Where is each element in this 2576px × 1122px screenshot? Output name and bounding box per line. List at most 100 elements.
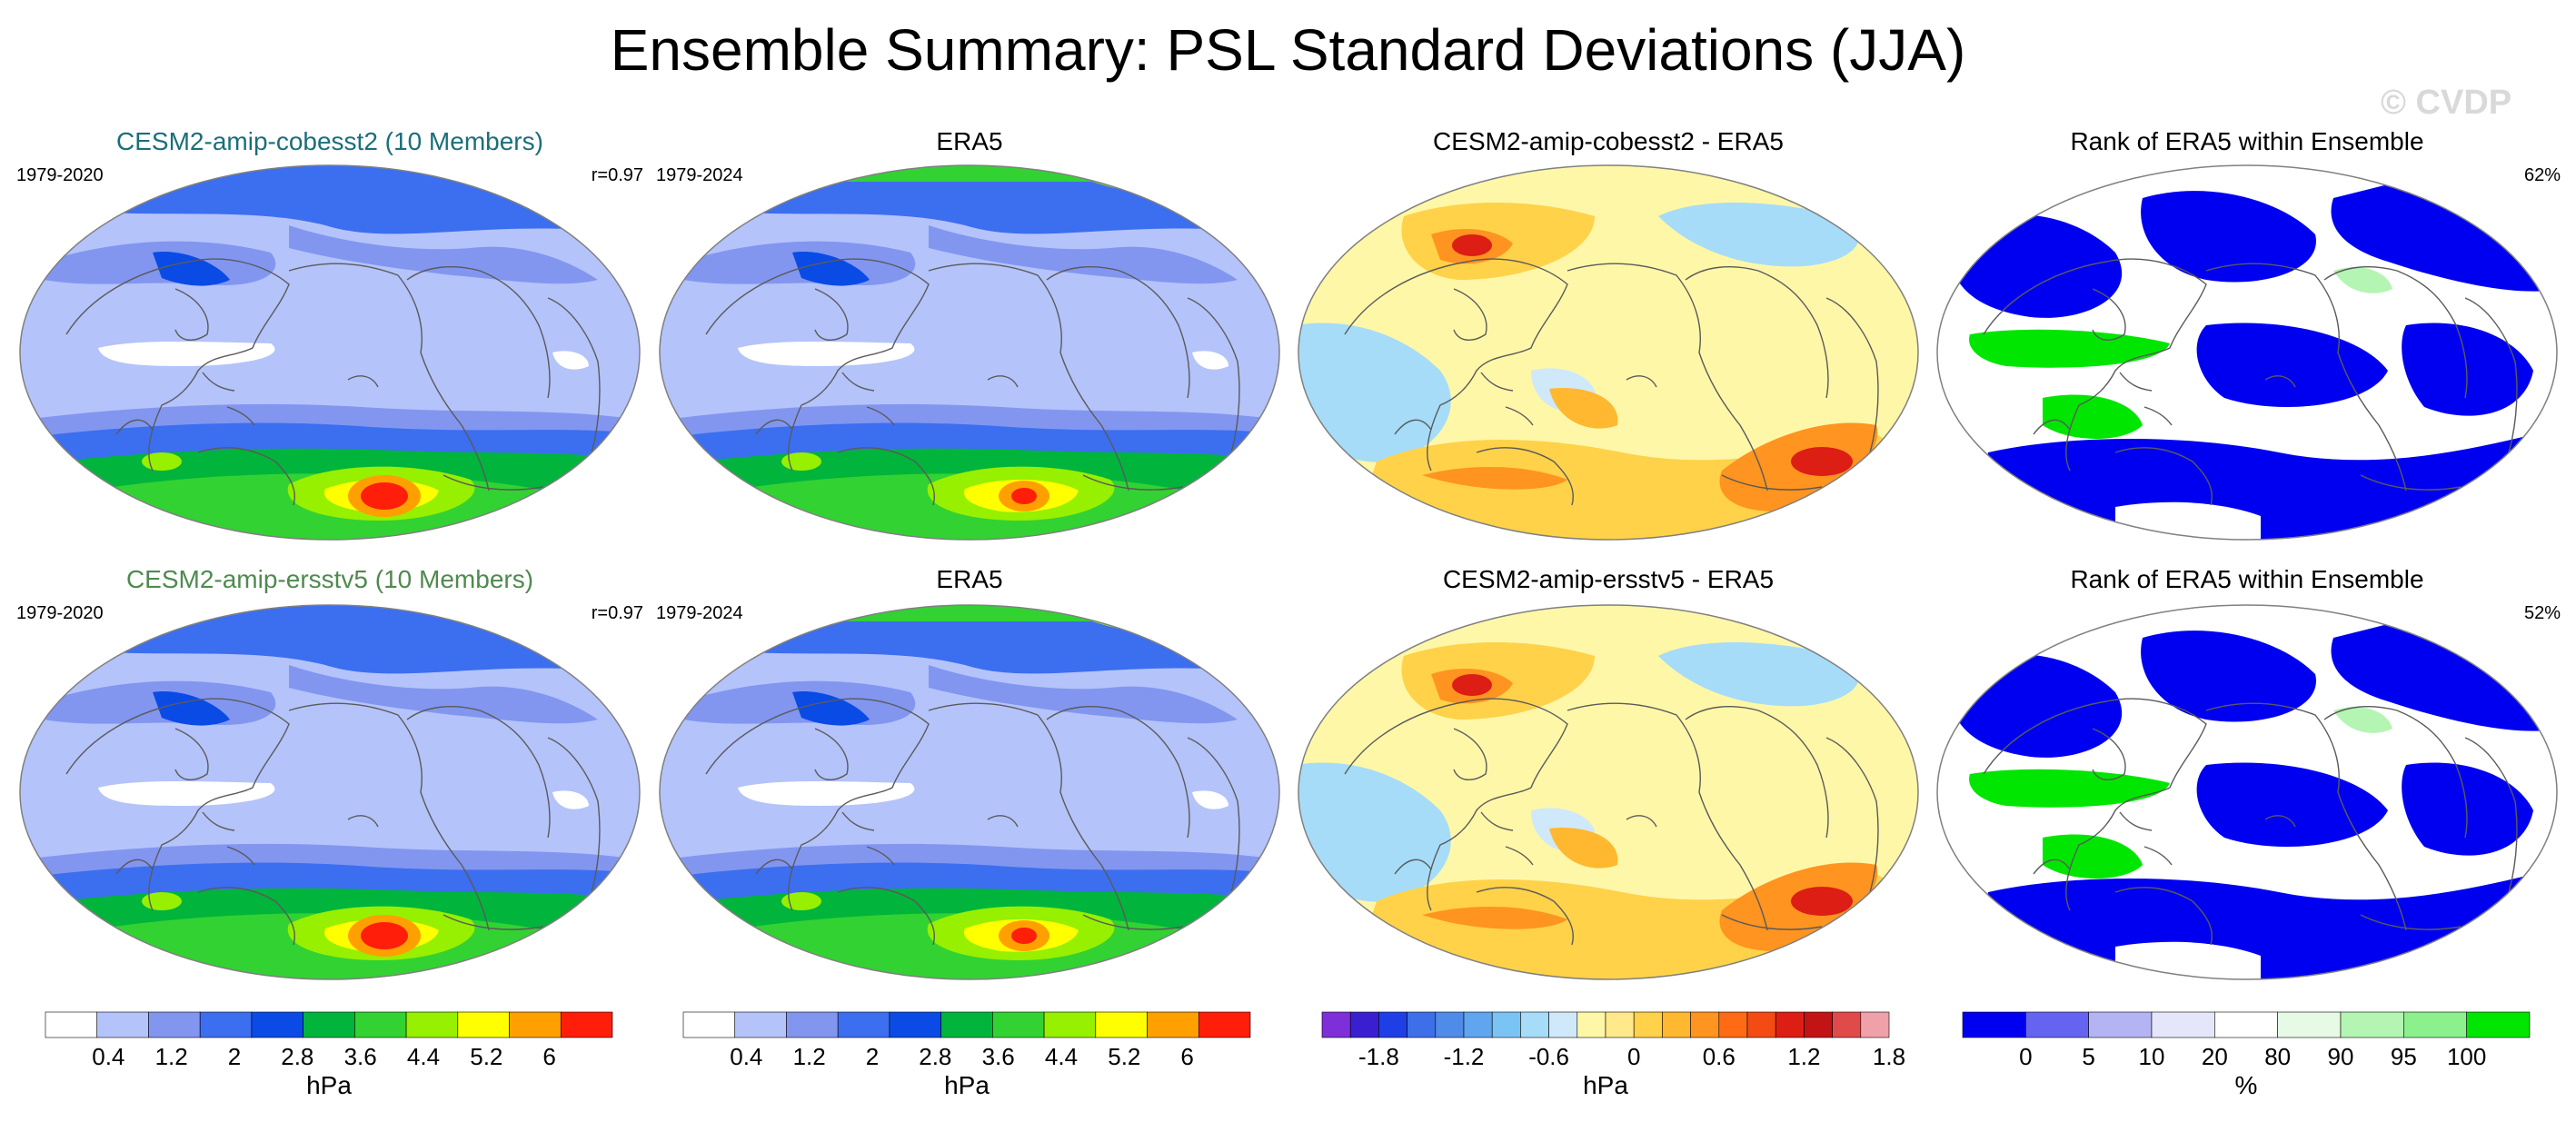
colorbar-swatch [734, 1011, 787, 1038]
panel-title: CESM2-amip-cobesst2 - ERA5 [1433, 127, 1784, 155]
colorbar-unit-label: hPa [1583, 1071, 1628, 1099]
colorbar-tick-label: -1.2 [1444, 1043, 1485, 1070]
colorbar-swatch [1378, 1011, 1407, 1038]
colorbar-tick-label: 2 [228, 1043, 241, 1070]
colorbar-swatch [992, 1011, 1045, 1038]
panel-title: CESM2-amip-cobesst2 (10 Members) [116, 127, 543, 155]
map-std [19, 604, 641, 980]
colorbar-tick-label: 6 [1180, 1043, 1193, 1070]
colorbar-swatch [2466, 1011, 2531, 1038]
colorbar-swatch [1147, 1011, 1199, 1038]
colorbar-swatch [1804, 1011, 1833, 1038]
colorbar-tick-label: 1.2 [1787, 1043, 1820, 1070]
colorbar-swatch [1860, 1011, 1890, 1038]
colorbar-tick-label: 0 [1627, 1043, 1640, 1070]
colorbar-tick-label: 0.4 [730, 1043, 762, 1070]
colorbar-swatch [148, 1011, 201, 1038]
colorbar-swatch [1435, 1011, 1465, 1038]
panel-stat-label: 62% [2523, 165, 2561, 185]
colorbar-tick-label: 100 [2447, 1043, 2486, 1070]
panel-title: CESM2-amip-ersstv5 (10 Members) [125, 565, 534, 593]
colorbar-tick-label: 80 [2264, 1043, 2291, 1070]
colorbar-swatch [1662, 1011, 1691, 1038]
colorbar-swatch [2088, 1011, 2153, 1038]
map-panel-std [16, 162, 643, 543]
colorbar-swatch [2025, 1011, 2089, 1038]
panel-period-label: 1979-2024 [656, 603, 743, 623]
colorbar-swatch [354, 1011, 407, 1038]
colorbar-tick-label: 10 [2139, 1043, 2165, 1070]
colorbar-tick-label: 4.4 [407, 1043, 440, 1070]
map-std [659, 164, 1280, 541]
map-panel-rank [1934, 162, 2561, 543]
colorbar-swatch [1576, 1011, 1606, 1038]
colorbar-swatch [1321, 1011, 1351, 1038]
colorbar-tick-label: 6 [542, 1043, 555, 1070]
map-panel-rank [1934, 601, 2561, 983]
map-diff [1298, 164, 1919, 541]
panel-period-label: 1979-2024 [656, 165, 743, 185]
panel-stat-label: 52% [2523, 603, 2561, 623]
map-std [659, 604, 1280, 980]
colorbar-swatch [940, 1011, 993, 1038]
colorbar-tick-label: 3.6 [982, 1043, 1015, 1070]
panel-stat-label: r=0.97 [591, 603, 643, 623]
colorbar-swatch [1746, 1011, 1776, 1038]
colorbar-swatch [837, 1011, 890, 1038]
colorbar-swatch [1043, 1011, 1097, 1038]
colorbar-tick-label: 90 [2328, 1043, 2354, 1070]
colorbar-tick-label: 5 [2082, 1043, 2094, 1070]
colorbar-swatch [2277, 1011, 2342, 1038]
colorbar-swatch [1349, 1011, 1379, 1038]
colorbar-swatch [560, 1011, 613, 1038]
map-panel-std [656, 601, 1283, 983]
colorbar-tick-label: 20 [2202, 1043, 2228, 1070]
colorbar-swatch [1832, 1011, 1862, 1038]
colorbar-swatch [303, 1011, 355, 1038]
colorbar-tick-label: 1.2 [793, 1043, 826, 1070]
colorbar-tick-label: -1.8 [1358, 1043, 1399, 1070]
panel-title: CESM2-amip-ersstv5 - ERA5 [1442, 565, 1775, 593]
colorbar-std1: 0.4 1.2 2 2.8 3.6 4.4 5.2 6 hPa [45, 1011, 613, 1112]
colorbar-swatch [509, 1011, 562, 1038]
colorbar-tick-label: 1.2 [155, 1043, 188, 1070]
panel-title: ERA5 [936, 565, 1003, 593]
colorbar-swatch [405, 1011, 459, 1038]
colorbar-swatch [45, 1011, 98, 1038]
colorbar-unit-label: hPa [944, 1071, 990, 1099]
colorbar-tick-label: 1.8 [1873, 1043, 1905, 1070]
colorbar-tick-label: 2 [866, 1043, 879, 1070]
panel-period-label: 1979-2020 [16, 603, 104, 623]
colorbar-tick-label: 2.8 [919, 1043, 951, 1070]
panel-title: ERA5 [936, 127, 1003, 155]
colorbar-tick-label: 0.6 [1703, 1043, 1736, 1070]
colorbar-tick-label: 3.6 [344, 1043, 377, 1070]
colorbar-swatch [1718, 1011, 1748, 1038]
map-panel-std [656, 162, 1283, 543]
colorbar-swatch [1407, 1011, 1437, 1038]
colorbar-swatch [1690, 1011, 1720, 1038]
colorbar-unit-label: hPa [306, 1071, 352, 1099]
map-panel-diff [1295, 601, 1922, 983]
colorbar-swatch [1095, 1011, 1148, 1038]
colorbar-tick-label: 5.2 [470, 1043, 502, 1070]
colorbar-swatch [1520, 1011, 1549, 1038]
colorbar-tick-label: 4.4 [1045, 1043, 1078, 1070]
colorbar-swatch [682, 1011, 736, 1038]
map-panel-std [16, 601, 643, 983]
map-rank [1936, 164, 2558, 541]
colorbar-std2: 0.4 1.2 2 2.8 3.6 4.4 5.2 6 hPa [682, 1011, 1251, 1112]
page-title: Ensemble Summary: PSL Standard Deviation… [610, 17, 1966, 83]
colorbar-swatch [2340, 1011, 2404, 1038]
colorbar-tick-label: -0.6 [1528, 1043, 1569, 1070]
colorbar-swatch [2403, 1011, 2467, 1038]
colorbar-tick-label: 0 [2019, 1043, 2032, 1070]
panel-title: Rank of ERA5 within Ensemble [2070, 127, 2424, 155]
colorbar-rank: 0 5 10 20 80 90 95 100% [1962, 1011, 2531, 1112]
colorbar-tick-label: 5.2 [1108, 1043, 1140, 1070]
colorbar-swatch [199, 1011, 253, 1038]
map-std [19, 164, 641, 541]
colorbar-swatch [1198, 1011, 1251, 1038]
colorbar-swatch [1548, 1011, 1578, 1038]
panel-title: Rank of ERA5 within Ensemble [2070, 565, 2424, 593]
